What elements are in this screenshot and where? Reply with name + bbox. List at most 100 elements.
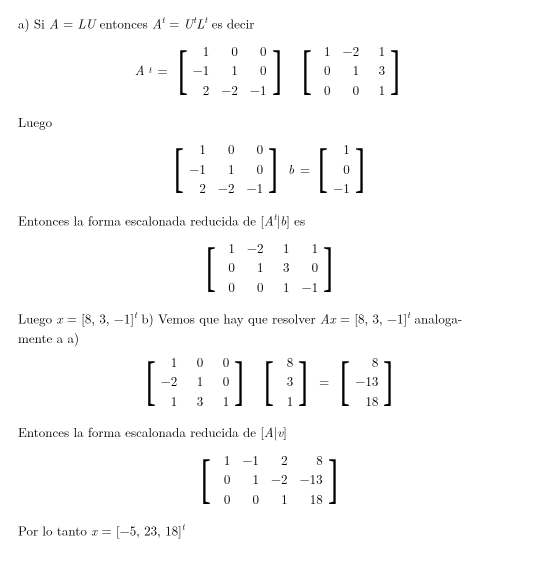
text: es decir bbox=[207, 13, 254, 32]
matrix-cell: 0 bbox=[317, 61, 331, 79]
matrix-cell: 0 bbox=[216, 470, 230, 488]
var-At-A: A bbox=[135, 61, 145, 79]
entonces-1: Entonces la forma escalonada reducida de… bbox=[18, 211, 521, 229]
sup-t: t bbox=[149, 64, 152, 76]
matrix-cell: 1 bbox=[221, 61, 238, 79]
vector-v1: [10−1] bbox=[314, 138, 369, 199]
text: Entonces la forma escalonada reducida de… bbox=[18, 422, 264, 441]
matrix-cell: 1 bbox=[333, 140, 350, 158]
text: = [8, 3, −1] bbox=[336, 309, 408, 328]
matrix-cell: 0 bbox=[247, 278, 264, 296]
matrix-cell: 3 bbox=[279, 372, 293, 390]
matrix-cell: 3 bbox=[371, 61, 385, 79]
matrix-cell: 0 bbox=[221, 258, 235, 276]
equation-1: At = [100−1102−2−1] [1−21013001] bbox=[18, 40, 521, 101]
matrix-m4: [1−2110130001−1] bbox=[202, 237, 337, 298]
matrix-cell: 1 bbox=[271, 490, 288, 508]
matrix-cell: 1 bbox=[343, 61, 360, 79]
matrix-cell: 0 bbox=[317, 81, 331, 99]
matrix-cell: 1 bbox=[221, 239, 235, 257]
matrix-cell: 1 bbox=[193, 42, 210, 60]
matrix-cell: 0 bbox=[333, 160, 350, 178]
matrix-cell: −1 bbox=[189, 160, 206, 178]
matrix-cell: 0 bbox=[242, 490, 259, 508]
line-1: a) Si A = LU entonces At = UtLt es decir bbox=[18, 14, 521, 32]
var-At-A: A bbox=[152, 13, 162, 32]
matrix-cell: −13 bbox=[355, 372, 378, 390]
matrix-cell: −2 bbox=[271, 470, 288, 488]
matrix-cell: 0 bbox=[215, 353, 229, 371]
text: Luego bbox=[18, 309, 56, 328]
matrix-cell: 1 bbox=[276, 278, 290, 296]
line-mente: mente a a) bbox=[18, 329, 521, 347]
matrix-cell: 18 bbox=[355, 392, 378, 410]
equation-2: [100−1102−2−1] b = [10−1] bbox=[18, 138, 521, 199]
matrix-cell: 1 bbox=[189, 140, 206, 158]
var-LU: LU bbox=[78, 13, 96, 32]
matrix-cell: 1 bbox=[161, 353, 178, 371]
matrix-cell: −1 bbox=[302, 278, 319, 296]
matrix-cell: 3 bbox=[189, 392, 203, 410]
matrix-cell: 18 bbox=[300, 490, 323, 508]
text: entonces bbox=[95, 13, 152, 32]
matrix-cell: 8 bbox=[300, 451, 323, 469]
matrix-cell: 2 bbox=[193, 81, 210, 99]
matrix-m6: [1−12801−2−1300118] bbox=[197, 449, 341, 510]
eq: = bbox=[59, 13, 78, 32]
vector-v2: [831] bbox=[260, 351, 312, 412]
equation-4: [100−210131] [831] = [8−1318] bbox=[18, 351, 521, 412]
matrix-cell: 8 bbox=[279, 353, 293, 371]
matrix-cell: 0 bbox=[246, 140, 263, 158]
var-Ut-U: U bbox=[184, 13, 194, 32]
matrix-cell: −1 bbox=[333, 179, 350, 197]
matrix-cell: 0 bbox=[215, 372, 229, 390]
matrix-cell: −1 bbox=[250, 81, 267, 99]
matrix-cell: 0 bbox=[250, 61, 267, 79]
matrix-cell: 1 bbox=[276, 239, 290, 257]
matrix-cell: 0 bbox=[218, 140, 235, 158]
eq: = bbox=[300, 160, 310, 178]
var-A: A bbox=[264, 422, 274, 441]
matrix-cell: 0 bbox=[221, 42, 238, 60]
matrix-m2: [1−21013001] bbox=[298, 40, 405, 101]
matrix-cell: 0 bbox=[221, 278, 235, 296]
matrix-cell: 1 bbox=[242, 470, 259, 488]
matrix-m3: [100−1102−2−1] bbox=[170, 138, 282, 199]
text: = [−5, 23, 18] bbox=[97, 521, 182, 540]
matrix-cell: 1 bbox=[279, 392, 293, 410]
matrix-cell: 1 bbox=[371, 42, 385, 60]
line-final: Por lo tanto x = [−5, 23, 18]t bbox=[18, 521, 521, 539]
matrix-cell: 1 bbox=[317, 42, 331, 60]
var-Ax: Ax bbox=[320, 309, 336, 328]
var-b: b bbox=[288, 160, 294, 178]
text: b) Vemos que hay que resolver bbox=[137, 309, 320, 328]
matrix-cell: 2 bbox=[271, 451, 288, 469]
matrix-cell: −2 bbox=[218, 179, 235, 197]
matrix-cell: 1 bbox=[247, 258, 264, 276]
text: Entonces la forma escalonada reducida de… bbox=[18, 210, 264, 229]
entonces-2: Entonces la forma escalonada reducida de… bbox=[18, 423, 521, 441]
matrix-cell: −2 bbox=[247, 239, 264, 257]
matrix-cell: −2 bbox=[221, 81, 238, 99]
matrix-cell: 1 bbox=[216, 451, 230, 469]
matrix-cell: 0 bbox=[246, 160, 263, 178]
matrix-cell: −2 bbox=[161, 372, 178, 390]
matrix-cell: 1 bbox=[371, 81, 385, 99]
matrix-cell: −1 bbox=[193, 61, 210, 79]
text: a) Si bbox=[18, 13, 49, 32]
matrix-cell: 8 bbox=[355, 353, 378, 371]
matrix-cell: 0 bbox=[302, 258, 319, 276]
matrix-cell: 0 bbox=[216, 490, 230, 508]
matrix-cell: 1 bbox=[189, 372, 203, 390]
var-A: A bbox=[49, 13, 59, 32]
matrix-cell: 1 bbox=[161, 392, 178, 410]
matrix-cell: 2 bbox=[189, 179, 206, 197]
text: analoga- bbox=[410, 309, 462, 328]
var-At-A: A bbox=[264, 210, 274, 229]
matrix-m1: [100−1102−2−1] bbox=[174, 40, 286, 101]
matrix-cell: 1 bbox=[218, 160, 235, 178]
sup-t: t bbox=[182, 520, 185, 533]
matrix-cell: 0 bbox=[343, 81, 360, 99]
line-luego-x: Luego x = [8, 3, −1]t b) Vemos que hay q… bbox=[18, 309, 521, 327]
text: ] bbox=[283, 422, 287, 441]
